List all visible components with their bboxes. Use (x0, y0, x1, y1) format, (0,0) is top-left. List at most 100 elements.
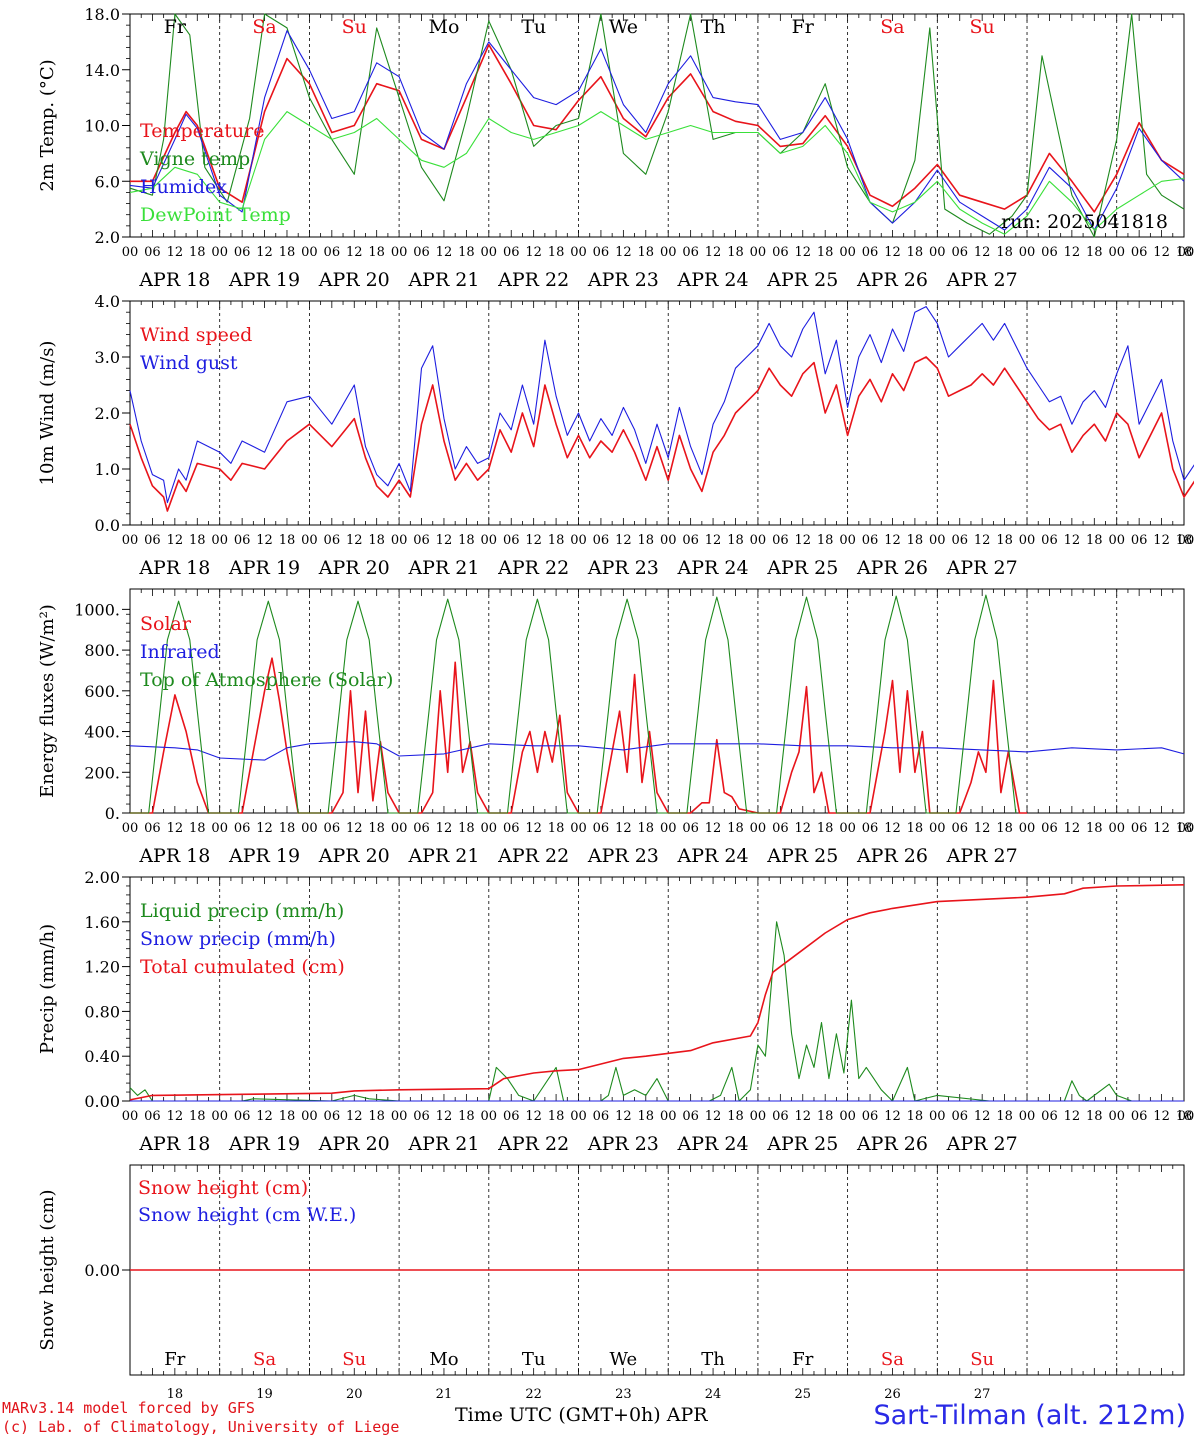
precip-hour-label: 12 (167, 1109, 184, 1124)
temperature-ytick-label: 10.0 (84, 117, 120, 136)
energy-date-label: APR 18 (138, 845, 210, 867)
precip-hour-label: 00 (929, 1109, 946, 1124)
temperature-hour-label: 18 (638, 245, 655, 260)
temperature-hour-label: 18 (727, 245, 744, 260)
precip-hour-label: 00 (481, 1109, 498, 1124)
wind-hour-label: 18 (996, 533, 1013, 548)
wind-hour-label: 00 (839, 533, 856, 548)
weekday-bottom-label: We (610, 1349, 638, 1370)
energy-hour-label: 12 (167, 821, 184, 836)
wind-date-label: APR 27 (946, 557, 1018, 579)
energy-hour-label: 00 (391, 821, 408, 836)
energy-date-label: APR 21 (407, 845, 479, 867)
temperature-hour-label: 00 (660, 245, 677, 260)
day-number-label: 21 (436, 1387, 453, 1400)
temperature-hour-label: 12 (346, 245, 363, 260)
energy-ylabel: Energy fluxes (W/m²) (37, 604, 58, 798)
precip-hour-label: 12 (884, 1109, 901, 1124)
energy-ytick-label: 400. (84, 723, 120, 742)
precip-ytick-label: 0.40 (84, 1047, 120, 1066)
temperature-panel: 2.06.010.014.018.02m Temp. (°C)00 06 12 18 0… (37, 5, 1194, 291)
energy-hour-label: 06 (772, 821, 789, 836)
temperature-hour-label: 06 (144, 245, 161, 260)
precip-ytick-label: 0.00 (84, 1092, 120, 1111)
precip-date-label: APR 22 (497, 1133, 569, 1155)
temperature-date-label: APR 22 (497, 269, 569, 291)
energy-ytick-label: 1000. (74, 600, 120, 619)
precip-hour-label: 00 (391, 1109, 408, 1124)
temperature-hour-label: 00 (1019, 245, 1036, 260)
precip-date-label: APR 21 (407, 1133, 479, 1155)
day-number-label: 19 (256, 1387, 273, 1400)
station-name: Sart-Tilman (alt. 212m) (873, 1400, 1186, 1431)
weekday-bottom-label: Mo (429, 1349, 458, 1370)
temperature-hour-label: 12 (256, 245, 273, 260)
temperature-hour-label: 00 (481, 245, 498, 260)
energy-hour-label: 06 (503, 821, 520, 836)
temperature-hour-label: 00 (570, 245, 587, 260)
energy-hour-label: 00 (750, 821, 767, 836)
wind-ytick-label: 4.0 (95, 292, 120, 311)
precip-legend-item: Snow precip (mm/h) (140, 928, 336, 950)
precip-hour-label: 06 (144, 1109, 161, 1124)
wind-hour-label: 00 (1019, 533, 1036, 548)
temperature-hour-label: 12 (525, 245, 542, 260)
energy-hour-label: 18 (279, 821, 296, 836)
temperature-hour-label: 18 (368, 245, 385, 260)
temperature-hour-label: 18 (279, 245, 296, 260)
wind-hour-label: 06 (772, 533, 789, 548)
wind-hour-label: 18 (458, 533, 475, 548)
energy-hour-label: 12 (1153, 821, 1170, 836)
temperature-hour-label: 06 (503, 245, 520, 260)
temperature-hour-label: 18 (996, 245, 1013, 260)
weekday-bottom-label: Fr (792, 1349, 813, 1370)
wind-hour-label: 18 (817, 533, 834, 548)
snow-panel: 0.00 Snow height (cm) Snow height (cm) Snow… (37, 1164, 1185, 1402)
precip-hour-label: 18 (189, 1109, 206, 1124)
energy-hour-label: 12 (884, 821, 901, 836)
wind-hour-label: 06 (234, 533, 251, 548)
precip-hour-label: 06 (1131, 1109, 1148, 1124)
precip-ytick-label: 1.60 (84, 913, 120, 932)
energy-hour-label: 12 (1064, 821, 1081, 836)
wind-hour-label: 12 (525, 533, 542, 548)
wind-hour-label: 06 (862, 533, 879, 548)
energy-date-label: APR 20 (318, 845, 390, 867)
energy-hour-label: 06 (682, 821, 699, 836)
energy-hour-label: 12 (346, 821, 363, 836)
energy-hour-label: 18 (548, 821, 565, 836)
credit-line-1: MARv3.14 model forced by GFS (2, 1399, 255, 1417)
temperature-ytick-label: 18.0 (84, 5, 120, 24)
energy-hour-label: 12 (615, 821, 632, 836)
temperature-hour-label: 06 (324, 245, 341, 260)
temperature-hour-label: 12 (1153, 245, 1170, 260)
energy-hour-label: 06 (144, 821, 161, 836)
temperature-hour-label: 00 (391, 245, 408, 260)
temperature-ytick-label: 14.0 (84, 61, 120, 80)
wind-hour-label: 12 (794, 533, 811, 548)
wind-hour-label: 00 (481, 533, 498, 548)
energy-legend-item: Solar (140, 613, 192, 635)
energy-hour-label: 12 (794, 821, 811, 836)
wind-hour-label: 18 (548, 533, 565, 548)
precip-date-label: APR 19 (228, 1133, 300, 1155)
wind-hour-label: 00 (750, 533, 767, 548)
day-number-label: 18 (167, 1387, 184, 1400)
temperature-series-humidex (129, 30, 1185, 231)
precip-hour-label: 18 (907, 1109, 924, 1124)
temperature-date-label: APR 23 (587, 269, 659, 291)
wind-hour-label: 18 (279, 533, 296, 548)
temperature-hour-label: 00 (211, 245, 228, 260)
day-number-label: 22 (525, 1387, 542, 1400)
energy-hour-label: 00 (1019, 821, 1036, 836)
temperature-hour-label: 12 (794, 245, 811, 260)
energy-hour-label: 18 (638, 821, 655, 836)
wind-hour-label: 06 (682, 533, 699, 548)
wind-hour-label: 12 (346, 533, 363, 548)
precip-hour-label: 00 (839, 1109, 856, 1124)
energy-date-label: APR 23 (587, 845, 659, 867)
energy-frame (129, 588, 1185, 814)
temperature-hour-label: 12 (705, 245, 722, 260)
temperature-hour-label: 12 (1064, 245, 1081, 260)
energy-hour-label: 00 (839, 821, 856, 836)
